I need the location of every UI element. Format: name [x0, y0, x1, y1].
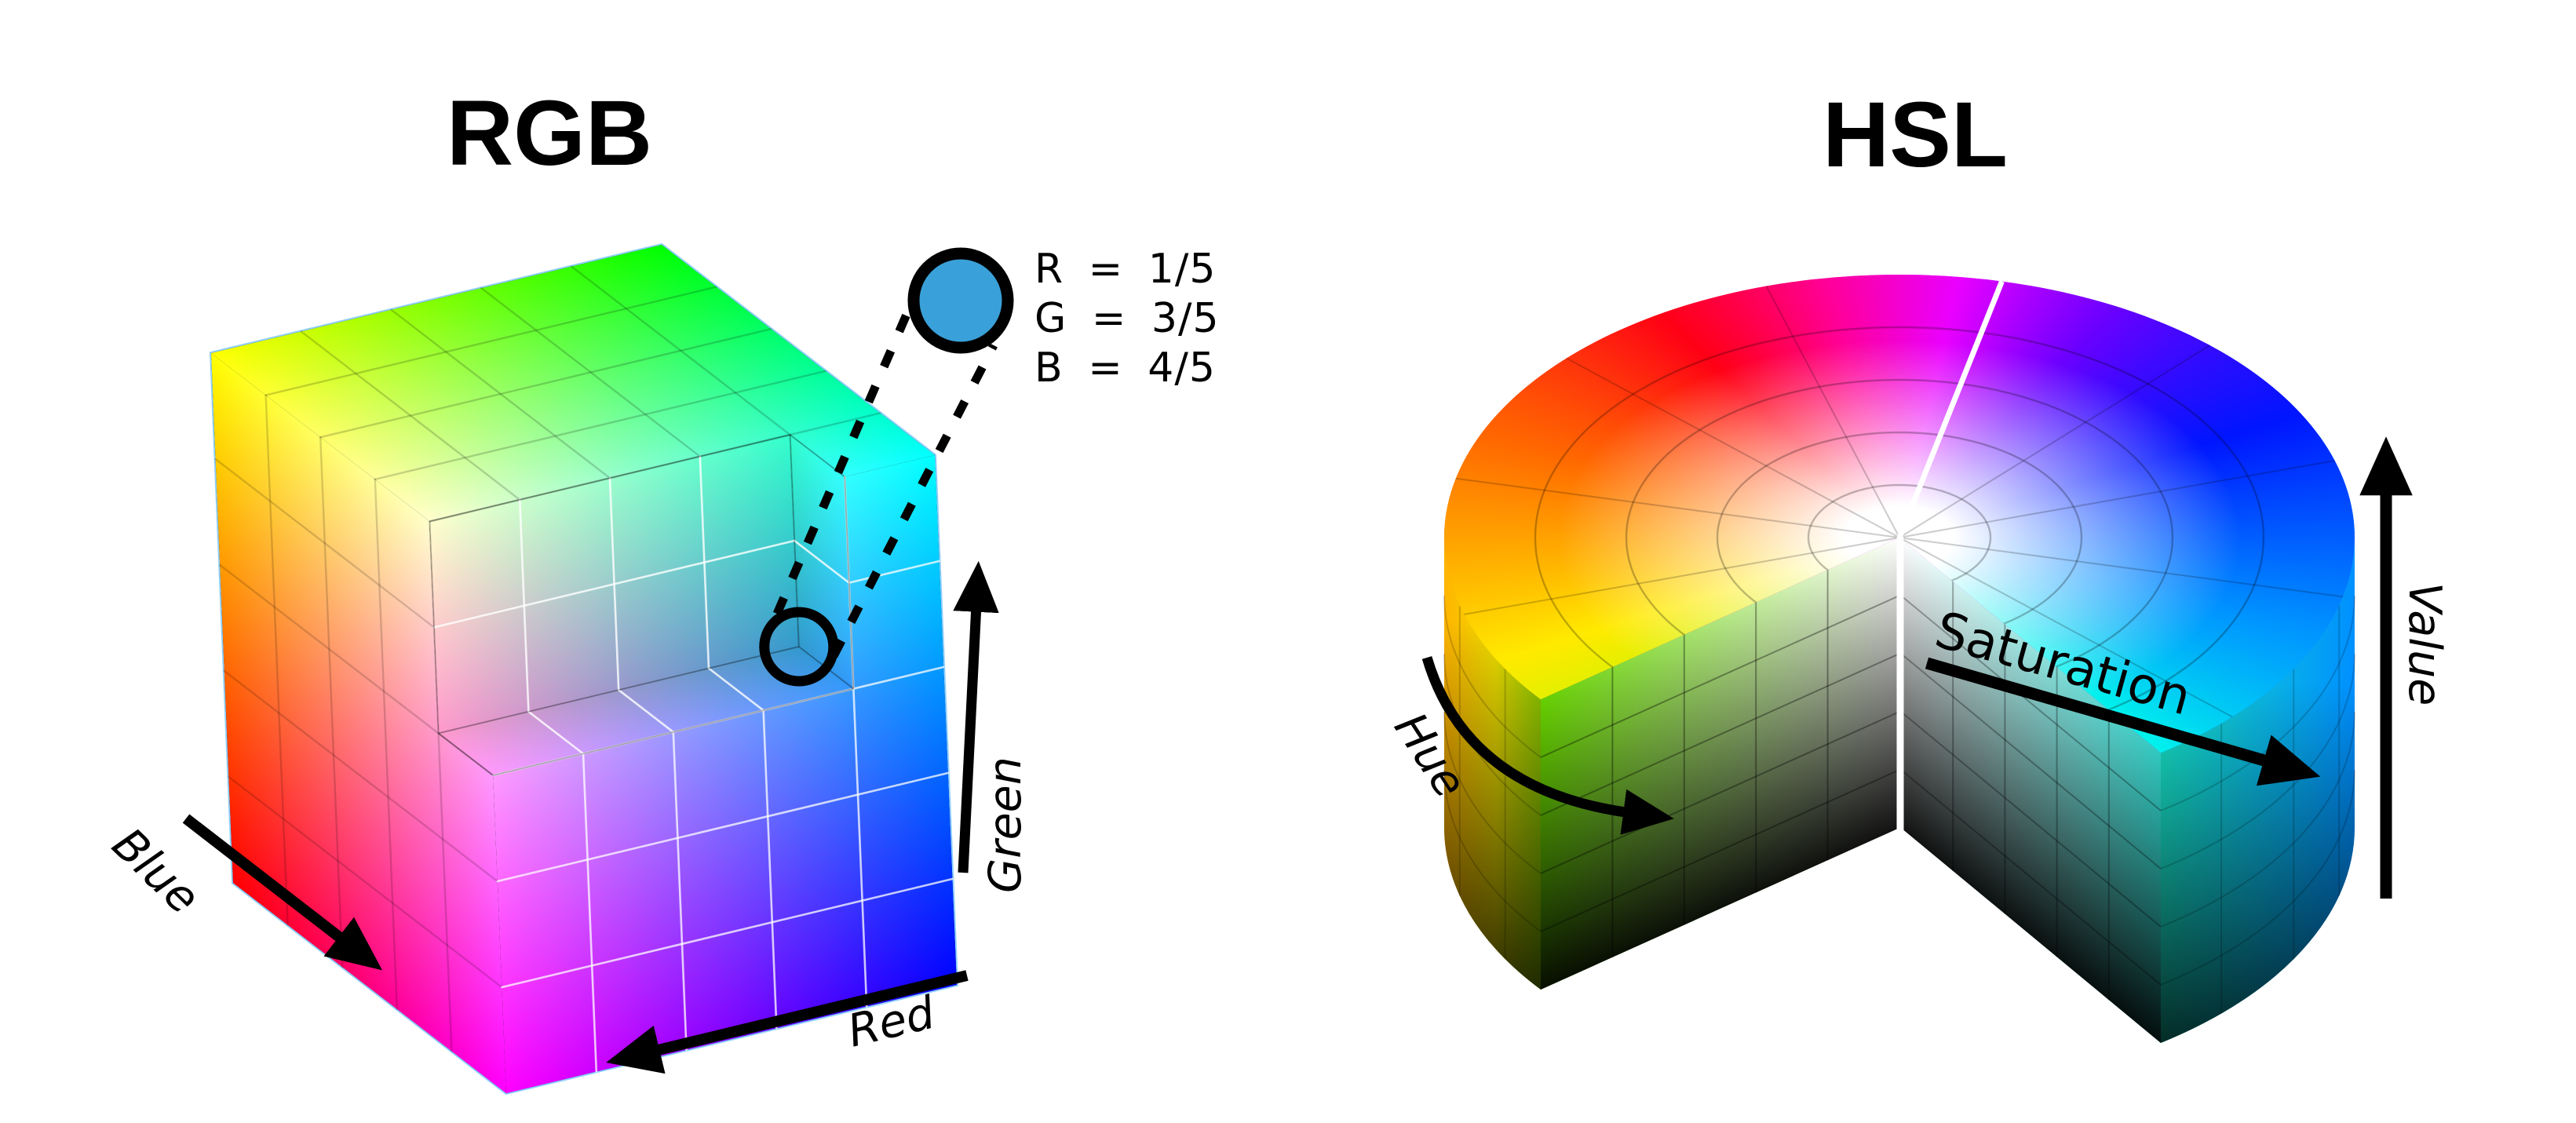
hsl-title: HSL — [1823, 83, 2008, 187]
hue-axis-arrow — [1421, 656, 1674, 835]
rgb-callout: R = 1/5 G = 3/5 B = 4/5 — [759, 246, 1220, 687]
blue-axis-arrow — [182, 814, 383, 971]
cut-face-hue-slice — [1540, 538, 1900, 990]
hsl-cylinder — [1443, 275, 2355, 1043]
cube-right-grid — [491, 476, 954, 1073]
rgb-panel: RGB — [102, 82, 1220, 1096]
callout-r-value: R = 1/5 — [1034, 246, 1216, 293]
red-axis-arrow — [606, 970, 969, 1074]
cube-right-face — [493, 455, 957, 1093]
green-axis-arrow — [953, 560, 999, 873]
cube-top-face — [211, 245, 935, 522]
rgb-title: RGB — [447, 82, 652, 185]
cube-left-face — [211, 353, 506, 1093]
callout-g-value: G = 3/5 — [1034, 295, 1220, 342]
hsl-panel: HSL — [1384, 83, 2450, 1043]
saturation-axis-arrow — [1925, 657, 2321, 786]
value-axis-label: Value — [2399, 582, 2450, 706]
cube-top-grid — [265, 265, 881, 523]
cube-left-grid — [214, 394, 503, 1052]
callout-swatch-circle — [907, 247, 1014, 354]
cube-notch-grid — [432, 455, 851, 755]
cut-face-grayscale-slice — [1900, 538, 2162, 1043]
cylinder-right-wall — [2161, 538, 2355, 1043]
blue-axis-label: Blue — [102, 819, 210, 924]
rgb-cube — [209, 242, 959, 1096]
marked-voxel-ring — [759, 607, 839, 687]
green-axis-label: Green — [980, 757, 1031, 893]
hue-zero-split-line — [1896, 280, 2005, 539]
callout-b-value: B = 4/5 — [1034, 345, 1216, 392]
